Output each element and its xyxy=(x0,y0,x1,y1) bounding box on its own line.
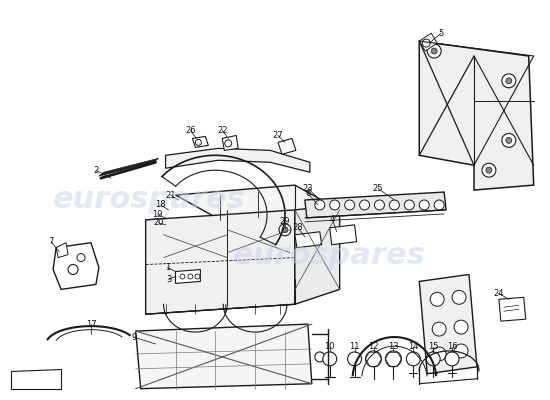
Circle shape xyxy=(502,74,516,88)
Text: 1: 1 xyxy=(165,263,170,272)
Circle shape xyxy=(360,200,370,210)
Text: 2: 2 xyxy=(94,166,98,175)
Text: 23: 23 xyxy=(302,184,313,192)
Circle shape xyxy=(434,200,444,210)
Polygon shape xyxy=(166,148,310,172)
Circle shape xyxy=(432,322,446,336)
Circle shape xyxy=(506,78,512,84)
Circle shape xyxy=(345,200,355,210)
Text: 15: 15 xyxy=(428,342,438,352)
Circle shape xyxy=(315,352,324,362)
Polygon shape xyxy=(175,270,200,284)
Polygon shape xyxy=(175,185,340,220)
Text: 26: 26 xyxy=(185,126,196,135)
Polygon shape xyxy=(222,136,238,150)
Circle shape xyxy=(366,351,382,367)
Text: 19: 19 xyxy=(152,210,163,219)
Text: 10: 10 xyxy=(324,342,335,352)
Polygon shape xyxy=(136,324,312,389)
Circle shape xyxy=(348,352,361,366)
Circle shape xyxy=(445,352,459,366)
Circle shape xyxy=(77,254,85,262)
Polygon shape xyxy=(419,33,437,51)
Circle shape xyxy=(195,274,200,279)
Circle shape xyxy=(68,264,78,274)
Circle shape xyxy=(279,224,291,236)
Text: 21: 21 xyxy=(166,190,176,200)
Text: 5: 5 xyxy=(438,29,444,38)
Circle shape xyxy=(506,138,512,143)
Circle shape xyxy=(386,351,401,367)
Circle shape xyxy=(389,200,399,210)
Polygon shape xyxy=(499,297,526,321)
Text: 3: 3 xyxy=(166,275,171,284)
Text: eurospares: eurospares xyxy=(53,186,245,214)
Text: 12: 12 xyxy=(368,342,379,352)
Circle shape xyxy=(432,347,446,361)
Text: 18: 18 xyxy=(155,200,166,210)
Polygon shape xyxy=(146,210,295,314)
Polygon shape xyxy=(419,274,477,374)
Text: 16: 16 xyxy=(447,342,458,352)
Text: 17: 17 xyxy=(86,320,96,329)
Polygon shape xyxy=(329,225,356,245)
Text: 28: 28 xyxy=(293,223,303,232)
Circle shape xyxy=(419,200,429,210)
Text: 11: 11 xyxy=(349,342,360,352)
Circle shape xyxy=(426,352,440,366)
Circle shape xyxy=(486,167,492,173)
Polygon shape xyxy=(99,158,158,176)
Text: 25: 25 xyxy=(372,184,383,192)
Text: 9: 9 xyxy=(131,332,136,342)
Circle shape xyxy=(430,292,444,306)
Circle shape xyxy=(180,274,185,279)
Text: 24: 24 xyxy=(493,289,504,298)
Polygon shape xyxy=(12,369,61,389)
Text: 7: 7 xyxy=(48,237,54,246)
Text: 6: 6 xyxy=(305,188,311,198)
Circle shape xyxy=(482,163,496,177)
Polygon shape xyxy=(56,243,68,258)
Polygon shape xyxy=(295,205,340,304)
Text: 29: 29 xyxy=(280,217,290,226)
Circle shape xyxy=(329,200,340,210)
Text: 13: 13 xyxy=(388,342,399,352)
Polygon shape xyxy=(305,192,446,218)
Circle shape xyxy=(431,48,437,54)
Circle shape xyxy=(454,320,468,334)
Circle shape xyxy=(502,134,516,147)
Circle shape xyxy=(452,290,466,304)
Circle shape xyxy=(315,200,324,210)
Text: 14: 14 xyxy=(408,342,419,352)
Circle shape xyxy=(454,344,468,358)
Circle shape xyxy=(225,140,232,147)
Polygon shape xyxy=(192,136,208,147)
Circle shape xyxy=(406,352,420,366)
Circle shape xyxy=(188,274,193,279)
Circle shape xyxy=(282,227,288,233)
Text: 4: 4 xyxy=(330,215,336,224)
Polygon shape xyxy=(295,232,322,248)
Circle shape xyxy=(195,140,201,145)
Circle shape xyxy=(323,352,337,366)
Polygon shape xyxy=(419,41,534,190)
Polygon shape xyxy=(278,138,296,154)
Text: eurospares: eurospares xyxy=(233,241,426,270)
Text: 20: 20 xyxy=(153,218,164,227)
Circle shape xyxy=(404,200,414,210)
Circle shape xyxy=(422,39,430,47)
Text: 22: 22 xyxy=(217,126,228,135)
Circle shape xyxy=(427,44,441,58)
Text: 27: 27 xyxy=(273,131,283,140)
Circle shape xyxy=(375,200,384,210)
Polygon shape xyxy=(53,243,99,289)
